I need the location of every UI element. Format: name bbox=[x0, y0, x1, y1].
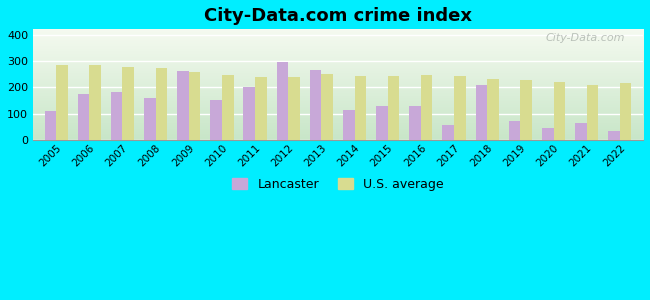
Bar bbox=[211, 100, 222, 140]
Bar bbox=[343, 110, 354, 140]
Bar bbox=[554, 82, 565, 140]
Bar bbox=[321, 74, 333, 140]
Bar bbox=[144, 98, 155, 140]
Bar bbox=[421, 75, 432, 140]
Bar bbox=[277, 62, 288, 140]
Bar bbox=[56, 65, 68, 140]
Bar bbox=[354, 76, 366, 140]
Bar bbox=[443, 125, 454, 140]
Bar bbox=[45, 112, 56, 140]
Bar bbox=[454, 76, 465, 140]
Bar bbox=[310, 70, 321, 140]
Bar bbox=[111, 92, 122, 140]
Bar bbox=[575, 123, 587, 140]
Bar bbox=[188, 72, 200, 140]
Text: City-Data.com: City-Data.com bbox=[545, 33, 625, 43]
Bar bbox=[177, 71, 188, 140]
Title: City-Data.com crime index: City-Data.com crime index bbox=[204, 7, 472, 25]
Bar bbox=[521, 80, 532, 140]
Bar bbox=[509, 121, 521, 140]
Bar bbox=[587, 85, 598, 140]
Bar bbox=[244, 87, 255, 140]
Bar bbox=[608, 131, 620, 140]
Bar bbox=[476, 85, 488, 140]
Bar bbox=[122, 67, 134, 140]
Bar bbox=[620, 83, 631, 140]
Bar bbox=[155, 68, 167, 140]
Bar bbox=[542, 128, 554, 140]
Bar bbox=[488, 79, 499, 140]
Bar bbox=[288, 77, 300, 140]
Legend: Lancaster, U.S. average: Lancaster, U.S. average bbox=[227, 173, 448, 196]
Bar bbox=[410, 106, 421, 140]
Bar bbox=[376, 106, 388, 140]
Bar bbox=[78, 94, 89, 140]
Bar bbox=[388, 76, 399, 140]
Bar bbox=[255, 77, 266, 140]
Bar bbox=[222, 75, 233, 140]
Bar bbox=[89, 65, 101, 140]
